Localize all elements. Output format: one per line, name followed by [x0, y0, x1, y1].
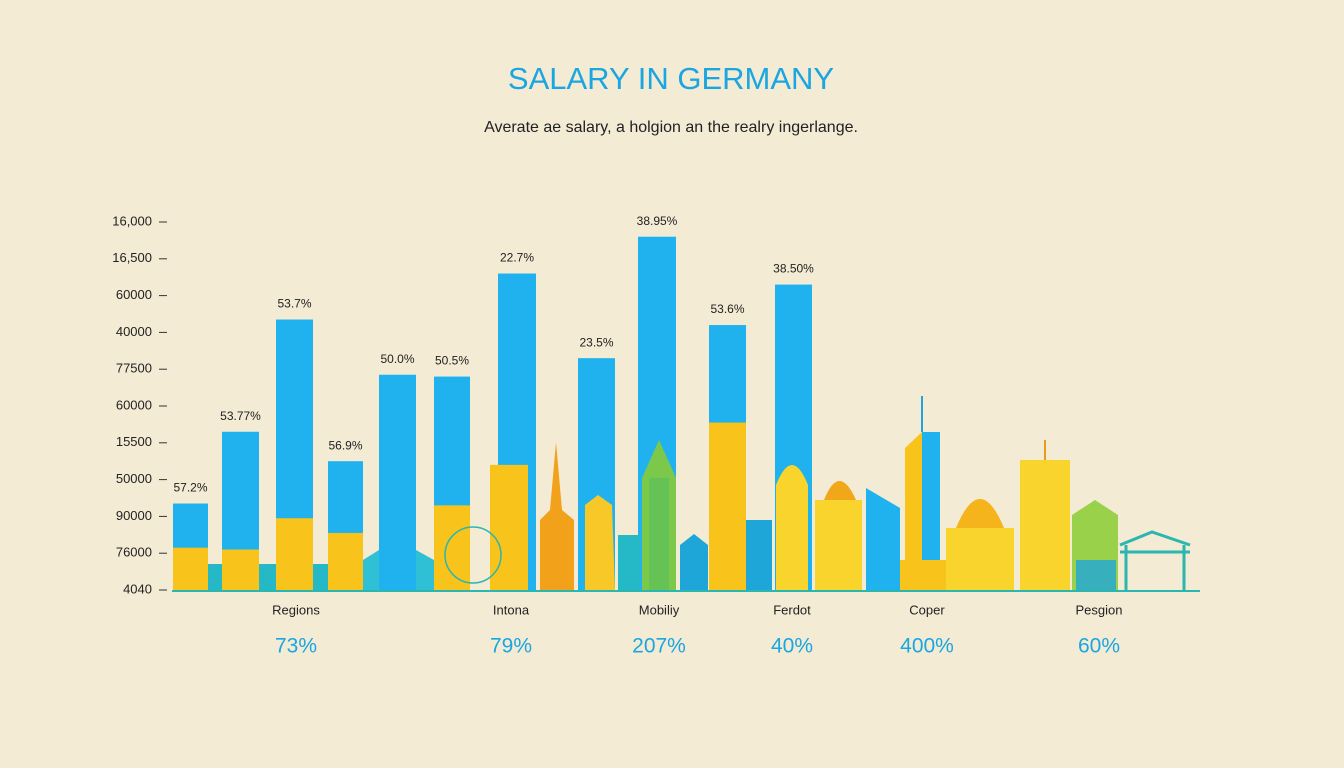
bar-label: 50.5%: [435, 354, 469, 368]
bar-label: 22.7%: [500, 251, 534, 265]
bar-label: 57.2%: [173, 481, 207, 495]
group-value: 60%: [1078, 635, 1120, 658]
bar: [173, 547, 208, 590]
y-tick-label: 50000: [116, 471, 152, 486]
group-label: Mobiliy: [639, 602, 680, 617]
y-tick-label: 60000: [116, 287, 152, 302]
y-tick-label: 40000: [116, 324, 152, 339]
chart-title: SALARY IN GERMANY: [508, 61, 834, 96]
chart-subtitle: Averate ae salary, a holgion an the real…: [484, 119, 858, 136]
bar: [490, 464, 528, 590]
bar: [709, 422, 746, 590]
y-tick-label: 15500: [116, 434, 152, 449]
group-value: 207%: [632, 635, 686, 658]
group-label: Pesgion: [1076, 602, 1123, 617]
group-value: 79%: [490, 635, 532, 658]
bar: [379, 374, 416, 590]
bar-label: 38.95%: [637, 214, 678, 228]
group-value: 400%: [900, 635, 954, 658]
y-tick-label: 16,500: [112, 250, 152, 265]
bar-label: 53.77%: [220, 409, 261, 423]
skyline-decoration: [208, 396, 1191, 591]
group-value: 40%: [771, 635, 813, 658]
y-tick-label: 90000: [116, 508, 152, 523]
y-tick-label: 77500: [116, 361, 152, 376]
bar: [434, 505, 470, 590]
group-value: 73%: [275, 635, 317, 658]
group-label: Intona: [493, 602, 530, 617]
bar-label: 56.9%: [328, 438, 362, 452]
bar-label: 23.5%: [579, 335, 613, 349]
y-tick-label: 60000: [116, 397, 152, 412]
y-tick-label: 16,000: [112, 213, 152, 228]
bar-label: 50.0%: [380, 352, 414, 366]
group-label: Ferdot: [773, 602, 811, 617]
y-tick-label: 76000: [116, 545, 152, 560]
bar: [328, 532, 363, 590]
group-label: Coper: [909, 602, 945, 617]
bar: [222, 549, 259, 590]
group-label: Regions: [272, 602, 320, 617]
bar-label: 53.6%: [710, 302, 744, 316]
bar: [276, 518, 313, 590]
y-tick-label: 4040: [123, 581, 152, 596]
bar-label: 38.50%: [773, 262, 814, 276]
bar-label: 53.7%: [277, 297, 311, 311]
